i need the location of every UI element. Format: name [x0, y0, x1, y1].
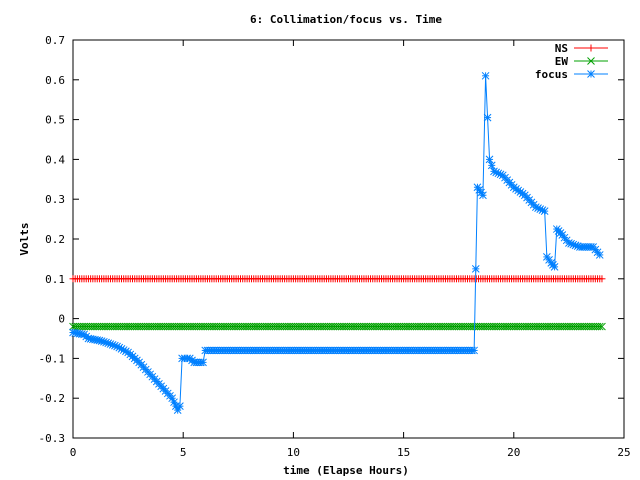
point-focus	[487, 161, 496, 170]
point-focus	[479, 191, 487, 200]
y-tick-label: -0.2	[39, 392, 66, 405]
y-tick-label: 0.7	[45, 34, 65, 47]
point-focus	[199, 358, 207, 367]
marker-stroke	[170, 398, 178, 407]
marker-stroke	[477, 188, 485, 197]
marker-stroke	[199, 358, 207, 367]
chart-title: 6: Collimation/focus vs. Time	[250, 13, 442, 26]
legend-marker-ew	[587, 57, 595, 65]
y-tick-label: 0.1	[45, 273, 65, 286]
y-tick-label: 0.2	[45, 233, 65, 246]
point-ns	[598, 275, 606, 283]
y-tick-label: -0.3	[39, 432, 66, 445]
y-tick-label: 0.6	[45, 74, 65, 87]
marker-stroke	[475, 186, 484, 194]
y-tick-label: 0	[58, 313, 65, 326]
point-ew	[595, 322, 604, 331]
x-tick-label: 10	[287, 446, 300, 459]
marker-stroke	[540, 207, 549, 215]
point-focus	[470, 346, 478, 355]
x-tick-label: 5	[180, 446, 187, 459]
marker-stroke	[113, 342, 121, 351]
marker-stroke	[483, 113, 492, 122]
legend-label-focus: focus	[535, 68, 568, 81]
legend-marker-focus	[587, 70, 595, 78]
point-focus	[485, 155, 494, 164]
series-ns	[69, 275, 606, 283]
x-tick-label: 25	[617, 446, 630, 459]
marker-stroke	[115, 343, 124, 352]
y-tick-label: 0.4	[45, 153, 65, 166]
marker-stroke	[119, 346, 128, 354]
axis-ticks: 0 5 10 15 20 25 -0.3 -0.2 -0.1 0 0.1 0.2 0.3 0.4 0.5 0.…	[39, 34, 631, 459]
series-focus	[69, 71, 604, 414]
y-tick-label: 0.3	[45, 193, 65, 206]
marker-stroke	[545, 256, 553, 264]
point-focus	[540, 207, 549, 215]
legend-label-ns: NS	[555, 42, 568, 55]
marker-stroke	[122, 347, 130, 356]
y-tick-label: -0.1	[39, 352, 66, 365]
marker-stroke	[550, 263, 559, 271]
marker-stroke	[471, 264, 480, 273]
point-focus	[471, 264, 480, 273]
marker-stroke	[487, 161, 496, 170]
series-ew	[69, 322, 606, 331]
marker-stroke	[543, 253, 551, 261]
marker-stroke	[168, 394, 177, 403]
marker-stroke	[485, 155, 494, 164]
x-tick-label: 20	[507, 446, 520, 459]
y-axis-label: Volts	[18, 222, 31, 255]
y-tick-label: 0.5	[45, 114, 65, 127]
legend-marker-ns	[587, 44, 595, 52]
marker-stroke	[595, 322, 604, 331]
marker-stroke	[595, 251, 604, 259]
marker-stroke	[117, 344, 126, 353]
x-tick-label: 0	[70, 446, 77, 459]
x-axis-label: time (Elapse Hours)	[283, 464, 409, 477]
marker-stroke	[587, 70, 595, 78]
marker-stroke	[176, 402, 184, 411]
point-ew	[598, 322, 606, 331]
point-focus	[550, 263, 559, 271]
point-focus	[481, 71, 490, 80]
marker-stroke	[481, 71, 490, 80]
x-tick-label: 15	[397, 446, 410, 459]
marker-stroke	[470, 346, 478, 355]
series-layer	[69, 71, 606, 414]
series-line-focus	[72, 75, 601, 412]
marker-stroke	[587, 57, 595, 65]
legend-label-ew: EW	[555, 55, 569, 68]
marker-stroke	[479, 191, 487, 200]
point-focus	[176, 402, 184, 411]
point-focus	[483, 113, 492, 122]
marker-stroke	[598, 322, 606, 331]
marker-stroke	[473, 183, 482, 192]
point-focus	[595, 251, 604, 259]
